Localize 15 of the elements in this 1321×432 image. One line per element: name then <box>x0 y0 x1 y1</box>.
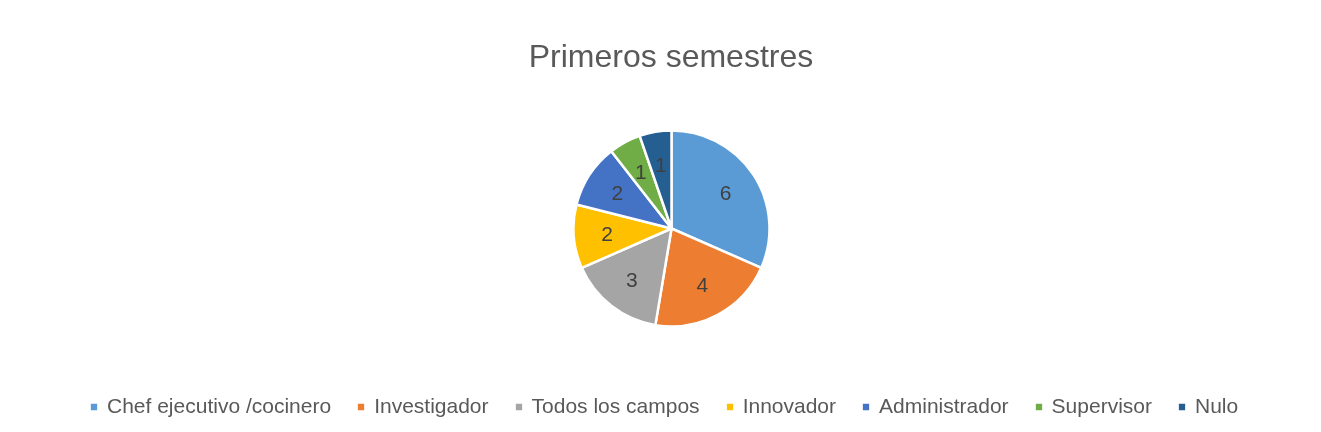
data-label: 2 <box>601 221 613 245</box>
legend-label: Chef ejecutivo /cocinero <box>107 394 332 418</box>
legend-label: Innovador <box>742 394 837 418</box>
legend-label: Supervisor <box>1051 394 1152 418</box>
legend-label: Administrador <box>879 394 1009 418</box>
data-label: 1 <box>634 159 647 183</box>
legend-label: Investigador <box>374 394 489 418</box>
data-label: 2 <box>611 181 624 205</box>
data-label: 3 <box>625 267 638 291</box>
data-label: 1 <box>655 152 667 176</box>
legend-label: Todos los campos <box>531 394 700 418</box>
data-label: 4 <box>696 273 709 297</box>
data-label: 6 <box>719 181 732 205</box>
chart-title: Primeros semestres <box>528 37 814 74</box>
legend-label: Nulo <box>1194 394 1239 418</box>
